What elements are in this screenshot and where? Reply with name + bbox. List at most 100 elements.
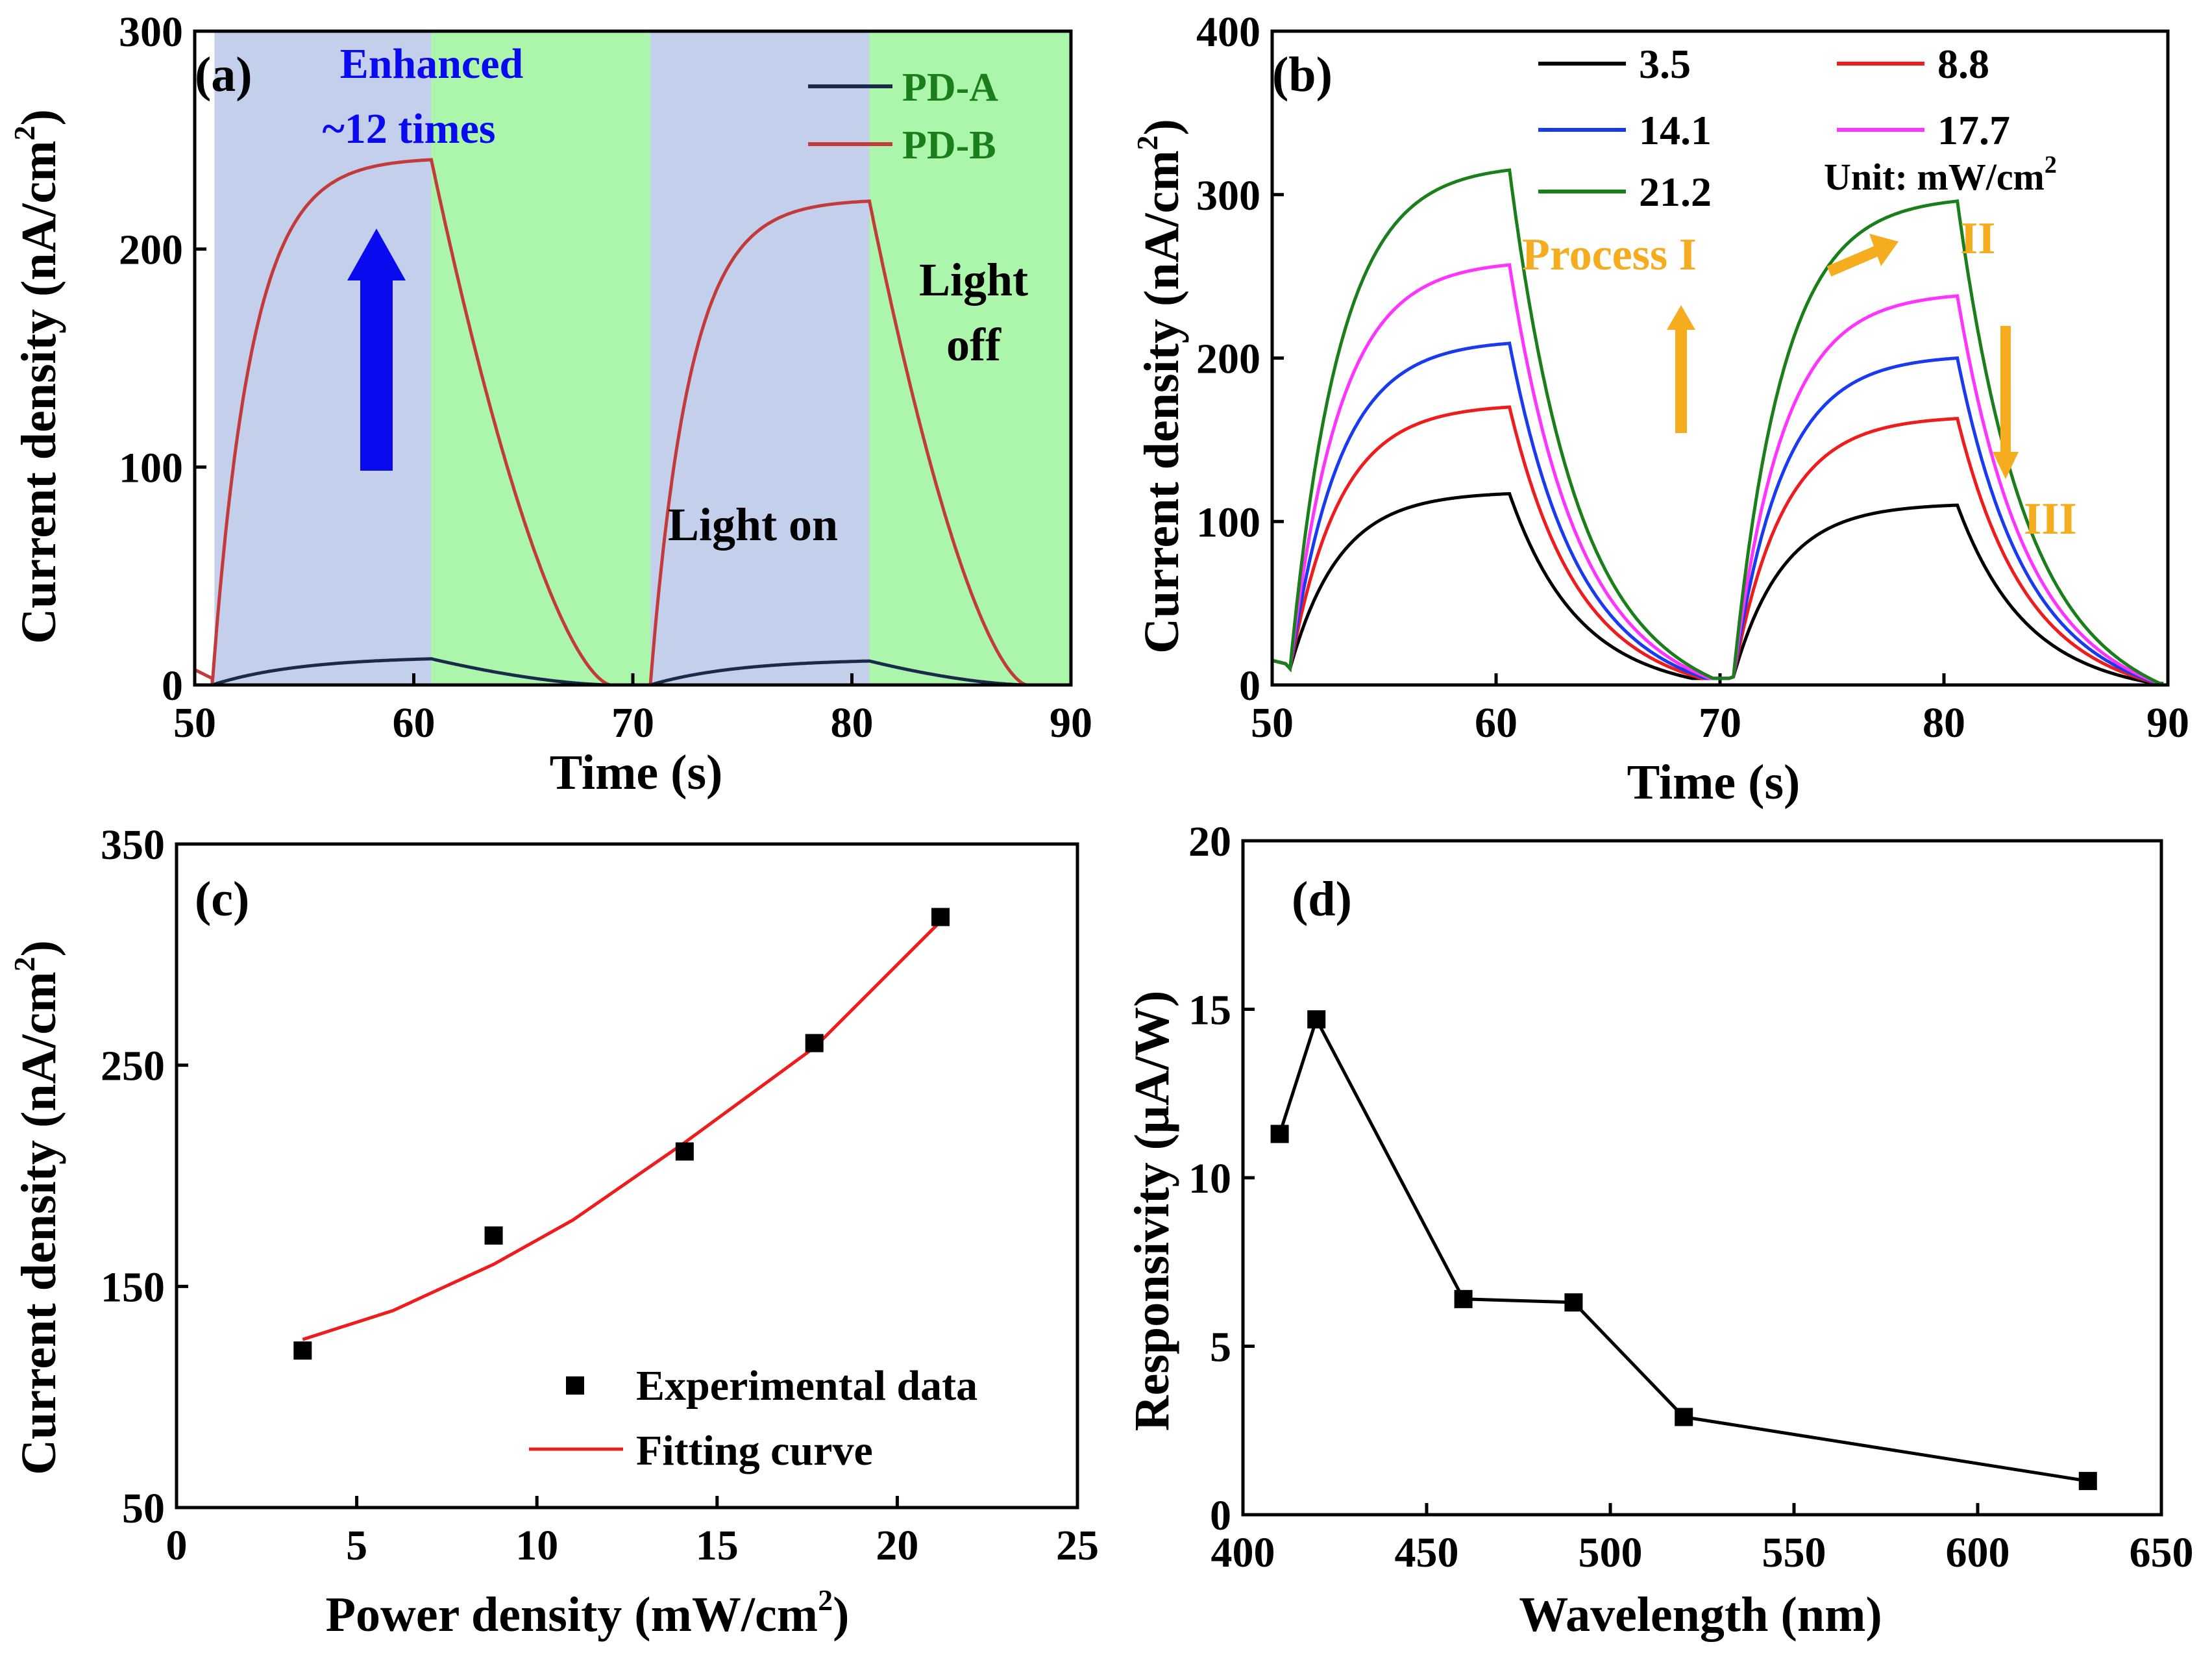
y-axis-label-end: ) bbox=[12, 940, 66, 956]
unit-label-main: Unit: mW/cm bbox=[1824, 156, 2045, 198]
y-tick-label: 150 bbox=[101, 1263, 165, 1311]
x-axis-label-main: Power density (mW/cm bbox=[326, 1587, 818, 1642]
data-point bbox=[1307, 1010, 1326, 1029]
x-axis-label: Power density (mW/cm2) bbox=[326, 1584, 850, 1642]
x-tick-label: 500 bbox=[1579, 1529, 1643, 1576]
light-on-region bbox=[650, 31, 870, 685]
x-tick-label: 15 bbox=[696, 1522, 739, 1569]
x-tick-label: 80 bbox=[831, 699, 874, 747]
panel-a: 50 60 70 80 90 0 100 200 300 (a) Enhanced ~12 ti… bbox=[8, 8, 1092, 800]
x-axis-label: Wavelength (nm) bbox=[1519, 1587, 1882, 1642]
y-axis-label-sup: 2 bbox=[8, 956, 41, 971]
legend-label-17-7: 17.7 bbox=[1937, 107, 2010, 153]
legend: PD-A PD-B bbox=[808, 66, 998, 168]
data-points bbox=[293, 908, 950, 1360]
y-tick-label: 0 bbox=[1239, 662, 1260, 710]
x-tick-label: 70 bbox=[611, 699, 654, 747]
y-tick-label: 20 bbox=[1188, 818, 1231, 865]
y-tick-label: 350 bbox=[101, 821, 165, 869]
panel-label: (c) bbox=[195, 872, 249, 926]
legend-label-experimental: Experimental data bbox=[636, 1362, 977, 1410]
y-axis-label: Responsivity (μA/W) bbox=[1125, 991, 1179, 1432]
panel-label: (b) bbox=[1272, 47, 1333, 102]
y-tick-label: 100 bbox=[119, 444, 183, 491]
plot-frame bbox=[1241, 839, 2163, 1517]
axis-ticks bbox=[1241, 839, 2163, 1517]
y-axis-label-sup: 2 bbox=[8, 125, 41, 140]
x-tick-label: 50 bbox=[173, 699, 216, 747]
x-tick-label: 10 bbox=[515, 1522, 558, 1569]
legend-label-21-2: 21.2 bbox=[1639, 169, 1712, 215]
fitting-curve bbox=[302, 920, 942, 1341]
light-off-region bbox=[431, 31, 650, 685]
data-point bbox=[931, 908, 950, 926]
series-line-21-2 bbox=[1272, 168, 2164, 685]
y-tick-label: 0 bbox=[1210, 1492, 1231, 1539]
y-tick-label: 400 bbox=[1196, 8, 1260, 56]
legend: Experimental data Fitting curve bbox=[529, 1362, 977, 1474]
tick-labels: 400 450 500 550 600 650 0 5 10 15 20 bbox=[1188, 818, 2194, 1576]
x-tick-label: 25 bbox=[1056, 1522, 1099, 1569]
y-tick-label: 100 bbox=[1196, 499, 1260, 546]
legend-label-pd-b: PD-B bbox=[902, 123, 996, 168]
x-tick-label: 90 bbox=[2146, 699, 2189, 747]
y-axis-label: Current density (nA/cm2) bbox=[1131, 119, 1189, 654]
annotation-process-2: II bbox=[1960, 214, 1995, 264]
legend-label-8-8: 8.8 bbox=[1937, 41, 1989, 87]
panel-c: 0 5 10 15 20 25 50 150 250 350 (c) Experimental d… bbox=[8, 821, 1099, 1642]
y-tick-label: 50 bbox=[122, 1485, 165, 1532]
y-axis-label-end: ) bbox=[1135, 119, 1189, 135]
x-tick-label: 50 bbox=[1251, 699, 1294, 747]
data-point bbox=[1270, 1125, 1289, 1143]
data-point bbox=[1564, 1293, 1583, 1312]
series-line-17-7 bbox=[1272, 263, 2164, 685]
y-tick-label: 15 bbox=[1188, 987, 1231, 1034]
process-1-arrow bbox=[1667, 305, 1695, 433]
x-tick-label: 20 bbox=[876, 1522, 918, 1569]
y-tick-label: 200 bbox=[1196, 336, 1260, 383]
y-axis-label: Current density (nA/cm2) bbox=[8, 109, 66, 644]
data-point bbox=[2078, 1472, 2097, 1491]
light-state-backgrounds bbox=[214, 31, 1071, 685]
y-tick-label: 300 bbox=[1196, 172, 1260, 219]
tick-labels: 50 60 70 80 90 0 100 200 300 bbox=[119, 8, 1092, 747]
series-line-8-8 bbox=[1272, 405, 2164, 685]
x-tick-label: 70 bbox=[1699, 699, 1741, 747]
x-tick-label: 0 bbox=[166, 1522, 188, 1569]
unit-label: Unit: mW/cm2 bbox=[1824, 151, 2057, 198]
tick-labels: 0 5 10 15 20 25 50 150 250 350 bbox=[101, 821, 1099, 1569]
unit-label-sup: 2 bbox=[2045, 151, 2057, 179]
annotation-process-3: III bbox=[2024, 494, 2077, 544]
x-axis-label-end: ) bbox=[833, 1587, 849, 1642]
y-axis-label-main: Current density (nA/cm bbox=[1135, 150, 1189, 653]
panel-b: 50 60 70 80 90 0 100 200 300 400 (b) 3.5 8.8 14.1… bbox=[1131, 8, 2189, 810]
data-point bbox=[675, 1142, 694, 1161]
y-tick-label: 0 bbox=[162, 662, 183, 710]
x-axis-label-sup: 2 bbox=[818, 1584, 833, 1617]
legend-label-pd-a: PD-A bbox=[902, 66, 998, 110]
data-point bbox=[293, 1341, 312, 1360]
y-axis-label-main: Current density (nA/cm bbox=[12, 140, 66, 643]
x-tick-label: 550 bbox=[1762, 1529, 1826, 1576]
x-tick-label: 80 bbox=[1923, 699, 1965, 747]
panel-label: (a) bbox=[195, 47, 252, 102]
enhancement-arrow bbox=[347, 229, 406, 471]
data-point bbox=[1675, 1408, 1693, 1426]
data-point bbox=[1454, 1289, 1473, 1308]
annotation-light-on: Light on bbox=[668, 499, 838, 551]
y-axis-label-end: ) bbox=[12, 109, 66, 125]
process-2-arrow bbox=[1826, 234, 1899, 277]
y-tick-label: 10 bbox=[1188, 1155, 1231, 1202]
tick-labels: 50 60 70 80 90 0 100 200 300 400 bbox=[1196, 8, 2189, 747]
x-tick-label: 400 bbox=[1211, 1529, 1275, 1576]
data-point bbox=[805, 1034, 824, 1052]
y-axis-label-sup: 2 bbox=[1131, 135, 1164, 150]
x-tick-label: 60 bbox=[1475, 699, 1518, 747]
x-tick-label: 600 bbox=[1946, 1529, 2010, 1576]
data-point bbox=[484, 1226, 503, 1245]
responsivity-line bbox=[1278, 1015, 2089, 1483]
y-tick-label: 300 bbox=[119, 8, 183, 56]
annotation-light-off-line1: Light bbox=[919, 254, 1028, 306]
x-axis-label: Time (s) bbox=[1627, 755, 1800, 810]
